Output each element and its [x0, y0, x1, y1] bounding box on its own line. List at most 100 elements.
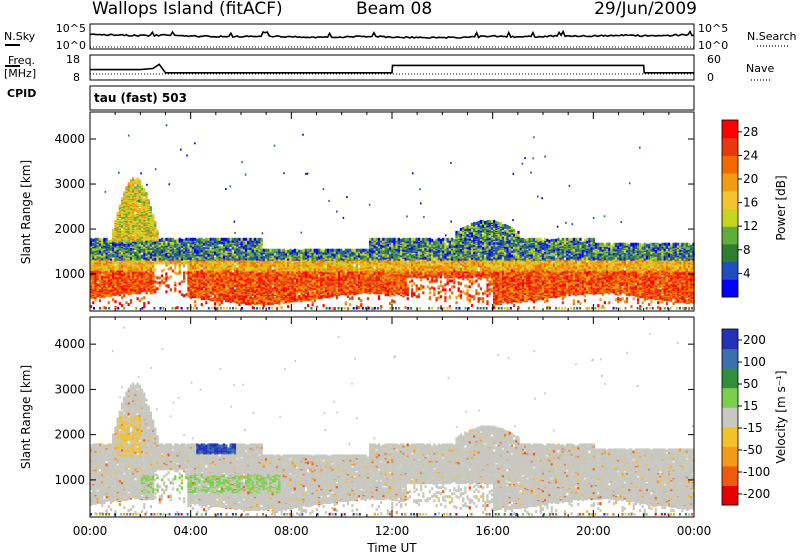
range-cell [179, 271, 181, 274]
range-cell [225, 271, 227, 274]
range-cell [148, 237, 150, 240]
range-cell [258, 272, 260, 275]
range-cell [137, 177, 139, 180]
range-cell [141, 255, 143, 258]
range-cell [276, 277, 278, 280]
range-cell [145, 192, 147, 195]
range-cell [163, 281, 165, 284]
range-cell [168, 268, 170, 271]
date-title: 29/Jun/2009 [594, 0, 697, 19]
range-cell [132, 236, 134, 239]
range-cell [92, 301, 94, 304]
range-cell [232, 272, 234, 275]
range-cell [137, 210, 139, 213]
range-cell [203, 239, 205, 242]
range-cell [187, 238, 189, 241]
range-cell [292, 296, 294, 299]
range-cell [298, 295, 300, 298]
range-cell [125, 246, 127, 249]
range-cell [254, 270, 256, 273]
range-cell [227, 299, 229, 302]
range-cell [247, 264, 249, 267]
range-cell [285, 288, 287, 291]
range-cell [223, 263, 225, 266]
range-cell [101, 239, 103, 242]
range-cell [156, 281, 158, 284]
range-cell [154, 238, 156, 241]
range-cell [201, 238, 203, 241]
range-cell [192, 238, 194, 241]
range-cell [256, 238, 258, 241]
range-cell [307, 292, 309, 295]
range-cell [230, 238, 232, 241]
range-cell [174, 271, 176, 274]
nsky-tick-top: 10^5 [56, 22, 86, 35]
range-cell [143, 253, 145, 256]
freq-series-line [90, 64, 694, 73]
range-cell [154, 288, 156, 291]
range-cell [276, 295, 278, 298]
range-cell [121, 211, 123, 214]
range-cell [305, 249, 307, 252]
range-cell [139, 204, 141, 207]
range-cell [263, 249, 265, 252]
range-cell [221, 259, 223, 262]
range-cell [110, 240, 112, 243]
range-cell [183, 265, 185, 268]
range-cell [300, 265, 302, 268]
range-cell [254, 241, 256, 244]
range-cell [247, 238, 249, 241]
range-cell [99, 299, 101, 302]
range-cell [143, 242, 145, 245]
range-cell [205, 238, 207, 241]
range-cell [214, 257, 216, 260]
range-cell [210, 298, 212, 301]
range-cell [92, 275, 94, 278]
range-cell [225, 288, 227, 291]
range-cell [241, 238, 243, 241]
cpid-label: CPID [7, 87, 36, 100]
range-cell [247, 250, 249, 253]
range-cell [132, 177, 134, 180]
range-cell [154, 221, 156, 224]
range-cell [247, 296, 249, 299]
range-cell [225, 260, 227, 263]
range-cell [256, 295, 258, 298]
range-cell [201, 303, 203, 306]
range-cell [176, 306, 178, 309]
range-cell [207, 251, 209, 254]
nsearch-tick-bottom: 10^0 [698, 39, 728, 52]
range-cell [161, 238, 163, 241]
range-cell [148, 199, 150, 202]
range-cell [276, 307, 278, 310]
range-cell [174, 249, 176, 252]
range-cell [309, 249, 311, 252]
range-cell [243, 238, 245, 241]
range-cell [254, 300, 256, 303]
nave-tick-top: 60 [707, 53, 721, 66]
range-cell [207, 276, 209, 279]
range-cell [267, 302, 269, 305]
nsearch-tick-top: 10^5 [698, 22, 728, 35]
range-cell [125, 301, 127, 304]
range-cell [201, 295, 203, 298]
range-cell [119, 264, 121, 267]
range-cell [285, 292, 287, 295]
range-cell [285, 258, 287, 261]
range-cell [199, 238, 201, 241]
range-cell [114, 220, 116, 223]
range-cell [156, 230, 158, 233]
range-cell [174, 287, 176, 290]
range-cell [230, 295, 232, 298]
range-cell [174, 265, 176, 268]
range-cell [272, 270, 274, 273]
range-cell [145, 203, 147, 206]
range-cell [238, 303, 240, 306]
range-cell [161, 257, 163, 260]
range-cell [106, 286, 108, 289]
range-cell [145, 291, 147, 294]
range-cell [196, 239, 198, 242]
range-cell [285, 284, 287, 287]
range-cell [232, 252, 234, 255]
